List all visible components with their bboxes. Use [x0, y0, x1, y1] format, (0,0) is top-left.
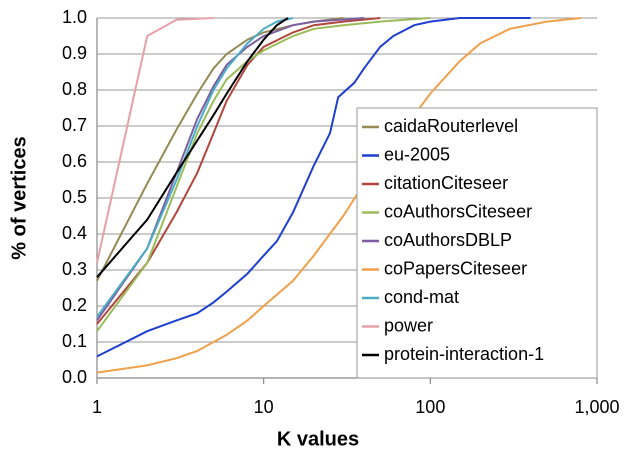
legend-label: coPapersCiteseer	[384, 258, 527, 278]
y-tick-label: 0.6	[62, 151, 87, 171]
legend-label: cond-mat	[384, 287, 459, 307]
legend-label: protein-interaction-1	[384, 344, 544, 364]
x-axis-title: K values	[277, 428, 359, 450]
y-tick-label: 0.8	[62, 79, 87, 99]
y-tick-label: 0.3	[62, 259, 87, 279]
line-series	[96, 17, 581, 374]
line-series	[96, 17, 531, 358]
line-series	[96, 17, 289, 278]
y-tick-label: 0.0	[62, 367, 87, 387]
y-tick-label: 0.9	[62, 43, 87, 63]
legend	[356, 107, 598, 379]
x-tick-label: 10	[254, 397, 274, 417]
legend-label: coAuthorsDBLP	[384, 230, 512, 250]
line-series	[96, 17, 381, 325]
y-tick-label: 1.0	[62, 7, 87, 27]
legend-label: eu-2005	[384, 144, 450, 164]
y-tick-label: 0.5	[62, 187, 87, 207]
line-series	[96, 17, 365, 321]
line-series	[96, 17, 214, 264]
legend-label: caidaRouterlevel	[384, 116, 518, 136]
y-tick-label: 0.1	[62, 331, 87, 351]
x-tick-label: 1	[92, 397, 102, 417]
x-tick-label: 1,000	[574, 397, 619, 417]
legend-label: power	[384, 315, 433, 335]
y-tick-label: 0.4	[62, 223, 87, 243]
y-tick-label: 0.2	[62, 295, 87, 315]
line-series	[96, 17, 294, 318]
legend-label: coAuthorsCiteseer	[384, 201, 532, 221]
line-series	[96, 17, 344, 282]
y-tick-label: 0.7	[62, 115, 87, 135]
x-tick-label: 100	[415, 397, 445, 417]
y-axis-title: % of vertices	[8, 136, 30, 259]
legend-label: citationCiteseer	[384, 173, 508, 193]
